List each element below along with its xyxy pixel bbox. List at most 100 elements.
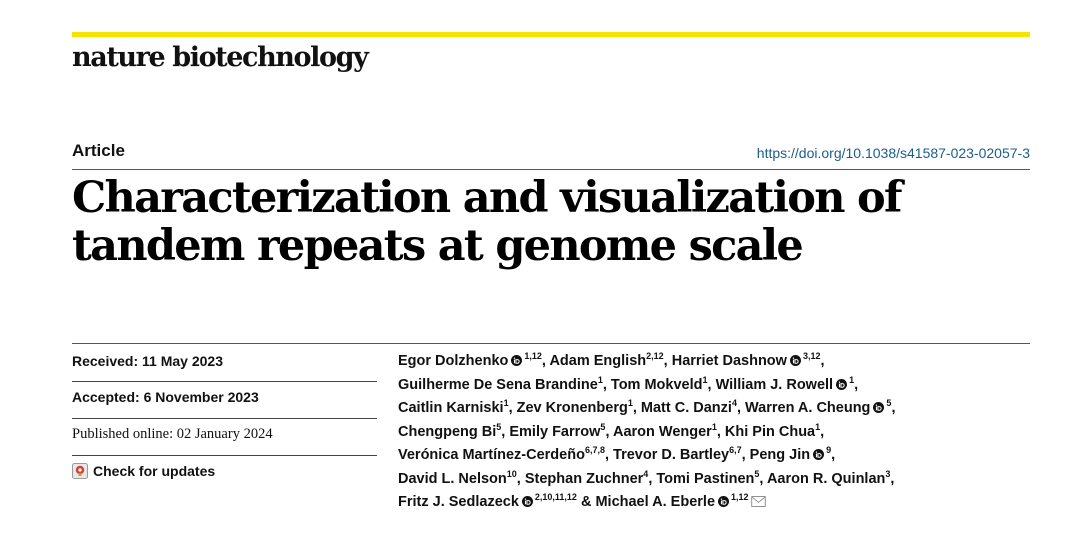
author-affiliation: 1	[503, 398, 509, 408]
check-for-updates-label: Check for updates	[93, 463, 216, 479]
author[interactable]: Stephan Zuchner4	[524, 468, 649, 487]
author[interactable]: Tom Mokveld1	[610, 375, 708, 393]
author[interactable]: Caitlin Karniski1	[398, 398, 509, 417]
orcid-icon[interactable]	[521, 496, 533, 507]
author-separator: ,	[516, 470, 525, 487]
author-separator: ,	[759, 470, 767, 487]
author-name: Guilherme De Sena Brandine	[398, 376, 598, 393]
author-separator: ,	[716, 423, 725, 440]
orcid-icon[interactable]	[718, 496, 730, 507]
author-affiliation: 5	[886, 398, 892, 408]
title-divider	[72, 343, 1030, 344]
author-separator: ,	[820, 423, 825, 440]
author-affiliation: 1	[711, 421, 717, 432]
check-for-updates-button[interactable]: Check for updates	[72, 463, 377, 479]
author[interactable]: Harriet Dashnow 3,12	[671, 351, 821, 370]
orcid-icon[interactable]	[836, 378, 848, 390]
author-list: Egor Dolzhenko 1,12, Adam English2,12, Ha…	[398, 350, 1028, 515]
author-name: Trevor D. Bartley	[613, 447, 730, 463]
author-separator: ,	[890, 470, 895, 487]
author-name: Tomi Pastinen	[656, 470, 755, 487]
author-affiliation: 9	[826, 445, 832, 455]
author[interactable]: Matt C. Danzi4	[640, 398, 737, 417]
author-name: Matt C. Danzi	[640, 400, 732, 416]
author-separator: ,	[663, 353, 672, 369]
received-date: Received: 11 May 2023	[72, 353, 223, 369]
author-affiliation: 3,12	[802, 351, 821, 361]
author[interactable]: Egor Dolzhenko 1,12	[398, 352, 542, 370]
author-name: Khi Pin Chua	[724, 423, 816, 440]
title-line-1: Characterization and visualization of	[72, 173, 903, 223]
author-name: Fritz J. Sedlazeck	[398, 494, 519, 510]
author-separator: ,	[820, 353, 825, 369]
author-name: Harriet Dashnow	[671, 353, 787, 369]
author[interactable]: Zev Kronenberg1	[516, 398, 633, 417]
author[interactable]: Verónica Martínez-Cerdeño6,7,8	[398, 445, 605, 464]
meta-divider	[72, 418, 377, 419]
author-name: Adam English	[549, 353, 647, 369]
author[interactable]: Trevor D. Bartley6,7	[613, 445, 742, 464]
author[interactable]: Tomi Pastinen5	[656, 468, 760, 487]
author-separator: ,	[508, 400, 517, 416]
author-name: Zev Kronenberg	[516, 400, 628, 416]
author-affiliation: 6,7	[729, 445, 742, 455]
article-type: Article	[72, 141, 125, 160]
author-affiliation: 4	[643, 468, 649, 479]
author[interactable]: Chengpeng Bi5	[398, 421, 502, 440]
author-line: Caitlin Karniski1, Zev Kronenberg1, Matt…	[398, 397, 1028, 421]
author[interactable]: Guilherme De Sena Brandine1	[398, 374, 603, 393]
author-line: David L. Nelson10, Stephan Zuchner4, Tom…	[398, 468, 1028, 492]
author-separator: ,	[736, 400, 746, 416]
author[interactable]: William J. Rowell 1	[715, 375, 855, 393]
orcid-icon[interactable]	[789, 355, 801, 366]
author-separator: ,	[501, 423, 510, 440]
title-line-2: tandem repeats at genome scale	[72, 221, 804, 271]
author-affiliation: 6,7,8	[584, 445, 605, 455]
author-affiliation: 5	[600, 421, 606, 432]
author-affiliation: 5	[496, 421, 502, 432]
author-affiliation: 5	[754, 468, 760, 479]
author[interactable]: Fritz J. Sedlazeck 2,10,11,12	[398, 492, 577, 511]
author[interactable]: Aaron Wenger1	[613, 421, 717, 440]
author[interactable]: Khi Pin Chua1	[724, 422, 820, 440]
author[interactable]: David L. Nelson10	[398, 469, 517, 487]
author-affiliation: 3	[885, 468, 891, 479]
author-name: William J. Rowell	[715, 376, 834, 393]
author[interactable]: Michael A. Eberle 1,12	[595, 493, 766, 510]
author-separator: ,	[541, 353, 550, 369]
orcid-icon[interactable]	[511, 355, 523, 366]
author-line: Chengpeng Bi5, Emily Farrow5, Aaron Weng…	[398, 421, 1028, 445]
author[interactable]: Warren A. Cheung 5	[745, 398, 892, 417]
author-line: Guilherme De Sena Brandine1, Tom Mokveld…	[398, 374, 1028, 398]
author-affiliation: 4	[731, 398, 737, 408]
author-name: Stephan Zuchner	[524, 470, 644, 487]
author-line: Verónica Martínez-Cerdeño6,7,8, Trevor D…	[398, 444, 1028, 468]
author-name: Michael A. Eberle	[595, 494, 716, 510]
author-affiliation: 1	[597, 374, 603, 385]
envelope-icon[interactable]	[750, 496, 766, 507]
author-name: Egor Dolzhenko	[398, 353, 509, 369]
meta-divider	[72, 455, 377, 456]
author-name: Peng Jin	[749, 447, 811, 463]
author[interactable]: Adam English2,12	[549, 352, 663, 370]
author-affiliation: 1	[627, 398, 633, 408]
author[interactable]: Aaron R. Quinlan3	[766, 468, 891, 487]
author-line: Fritz J. Sedlazeck 2,10,11,12 & Michael A…	[398, 491, 1028, 515]
author-name: Aaron R. Quinlan	[766, 470, 886, 487]
author[interactable]: Peng Jin 9	[749, 445, 832, 464]
author-name: Tom Mokveld	[610, 376, 703, 393]
author[interactable]: Emily Farrow5	[509, 421, 606, 440]
author-separator: ,	[604, 447, 614, 463]
doi-link[interactable]: https://doi.org/10.1038/s41587-023-02057…	[756, 145, 1030, 161]
author-affiliation: 2,10,11,12	[534, 492, 577, 502]
meta-divider	[72, 381, 377, 382]
author-separator: ,	[831, 447, 836, 463]
orcid-icon[interactable]	[873, 402, 885, 413]
author-separator: ,	[854, 376, 859, 393]
author-name: Caitlin Karniski	[398, 400, 504, 416]
author-name: Verónica Martínez-Cerdeño	[398, 447, 585, 463]
orcid-icon[interactable]	[813, 449, 825, 460]
journal-name[interactable]: nature biotechnology	[72, 42, 369, 73]
author-separator: ,	[648, 470, 657, 487]
author-separator: &	[576, 494, 596, 510]
